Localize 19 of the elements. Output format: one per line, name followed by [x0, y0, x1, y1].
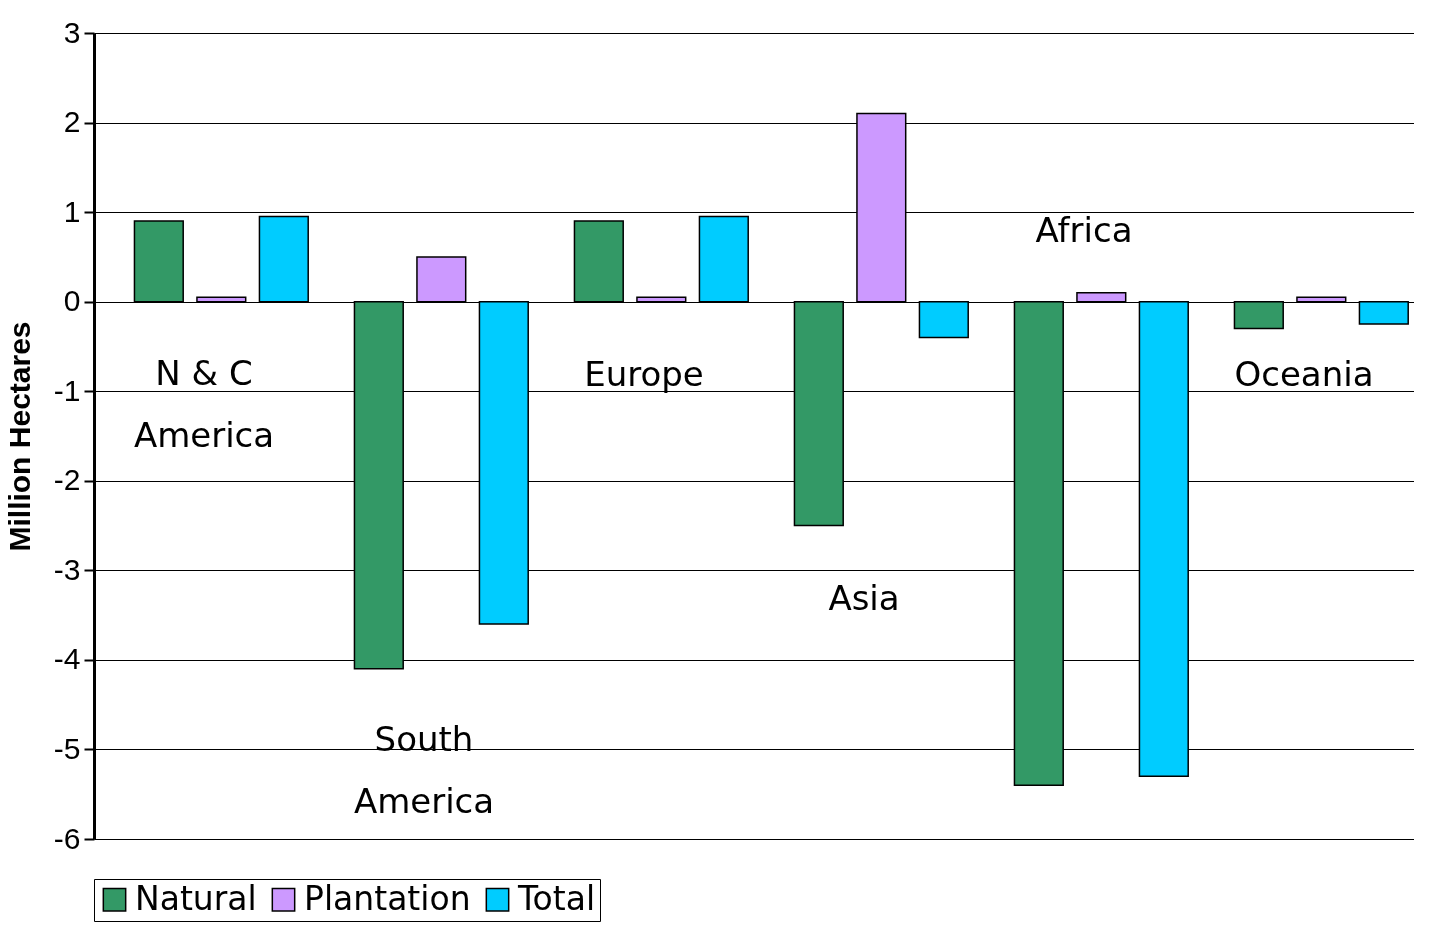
legend-label: Total	[517, 878, 596, 918]
y-tick-label: -3	[53, 552, 81, 586]
x-tick-label: N & C America	[133, 352, 275, 455]
y-tick-label: -4	[53, 642, 81, 676]
x-tick-label: Europe	[584, 353, 704, 394]
y-tick-label: -2	[53, 463, 81, 497]
y-tick-label: 1	[63, 194, 81, 228]
x-tick-label: Oceania	[1234, 353, 1374, 394]
legend-label: Plantation	[304, 878, 471, 918]
x-tick-label: Africa	[1035, 210, 1133, 251]
y-tick-label: 0	[63, 284, 81, 318]
x-tick-label: Asia	[828, 577, 900, 618]
y-tick-label: -5	[53, 731, 81, 765]
y-tick-label: 3	[63, 15, 81, 49]
y-axis-title: Million Hectares	[2, 321, 36, 552]
y-tick-label: -6	[53, 821, 81, 855]
y-tick-label: -1	[53, 373, 81, 407]
legend-label: Natural	[135, 878, 257, 918]
y-tick-label: 2	[63, 105, 81, 139]
